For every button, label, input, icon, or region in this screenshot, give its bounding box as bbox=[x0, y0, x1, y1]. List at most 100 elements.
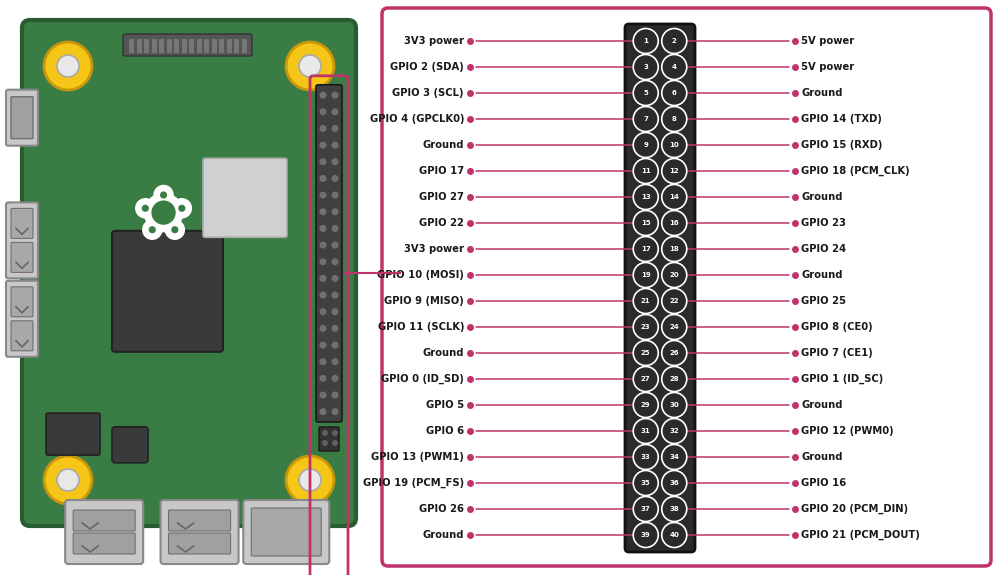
FancyBboxPatch shape bbox=[73, 510, 135, 531]
Circle shape bbox=[320, 242, 326, 248]
Text: 3: 3 bbox=[643, 64, 648, 70]
Text: GPIO 7 (CE1): GPIO 7 (CE1) bbox=[801, 348, 873, 358]
Text: GPIO 19 (PCM_FS): GPIO 19 (PCM_FS) bbox=[363, 478, 464, 488]
Bar bbox=[136, 39, 142, 53]
Text: 27: 27 bbox=[641, 376, 651, 382]
Circle shape bbox=[662, 185, 687, 209]
Circle shape bbox=[633, 263, 658, 288]
Circle shape bbox=[662, 236, 687, 262]
Circle shape bbox=[332, 292, 338, 298]
Text: 1: 1 bbox=[643, 38, 648, 44]
Circle shape bbox=[332, 258, 338, 265]
Circle shape bbox=[320, 91, 326, 99]
Bar bbox=[174, 39, 179, 53]
Text: 4: 4 bbox=[672, 64, 677, 70]
Circle shape bbox=[332, 375, 338, 382]
FancyBboxPatch shape bbox=[11, 97, 33, 139]
FancyBboxPatch shape bbox=[11, 243, 33, 273]
Circle shape bbox=[662, 289, 687, 313]
Circle shape bbox=[633, 366, 658, 392]
Circle shape bbox=[320, 358, 326, 365]
Circle shape bbox=[320, 125, 326, 132]
Text: 9: 9 bbox=[643, 142, 648, 148]
Circle shape bbox=[633, 132, 658, 158]
Circle shape bbox=[299, 469, 321, 491]
Text: 28: 28 bbox=[669, 376, 679, 382]
Text: Ground: Ground bbox=[801, 270, 842, 280]
Circle shape bbox=[633, 106, 658, 132]
Circle shape bbox=[320, 392, 326, 398]
Text: 12: 12 bbox=[669, 168, 679, 174]
Circle shape bbox=[662, 419, 687, 443]
FancyBboxPatch shape bbox=[11, 321, 33, 351]
Text: 22: 22 bbox=[670, 298, 679, 304]
Bar bbox=[204, 39, 209, 53]
Text: Ground: Ground bbox=[422, 140, 464, 150]
Circle shape bbox=[633, 289, 658, 313]
Text: GPIO 5: GPIO 5 bbox=[426, 400, 464, 410]
Circle shape bbox=[332, 208, 338, 215]
Text: 33: 33 bbox=[641, 454, 651, 460]
FancyBboxPatch shape bbox=[6, 202, 38, 278]
FancyBboxPatch shape bbox=[316, 85, 342, 422]
FancyBboxPatch shape bbox=[73, 533, 135, 554]
Circle shape bbox=[320, 275, 326, 282]
Text: 18: 18 bbox=[669, 246, 679, 252]
Circle shape bbox=[299, 55, 321, 77]
Text: 25: 25 bbox=[641, 350, 650, 356]
Circle shape bbox=[662, 366, 687, 392]
Circle shape bbox=[633, 55, 658, 79]
Text: 29: 29 bbox=[641, 402, 651, 408]
Circle shape bbox=[332, 141, 338, 148]
Text: GPIO 10 (MOSI): GPIO 10 (MOSI) bbox=[377, 270, 464, 280]
Circle shape bbox=[320, 375, 326, 382]
Bar bbox=[162, 190, 165, 199]
Text: 13: 13 bbox=[641, 194, 651, 200]
Text: 11: 11 bbox=[641, 168, 651, 174]
Text: GPIO 3 (SCL): GPIO 3 (SCL) bbox=[392, 88, 464, 98]
Circle shape bbox=[633, 419, 658, 443]
FancyBboxPatch shape bbox=[22, 20, 356, 526]
Circle shape bbox=[332, 440, 338, 446]
Circle shape bbox=[320, 108, 326, 116]
Bar bbox=[242, 39, 246, 53]
Circle shape bbox=[332, 175, 338, 182]
Circle shape bbox=[633, 315, 658, 339]
FancyBboxPatch shape bbox=[251, 508, 321, 556]
Circle shape bbox=[662, 444, 687, 470]
Circle shape bbox=[662, 470, 687, 496]
Text: 32: 32 bbox=[669, 428, 679, 434]
Text: 21: 21 bbox=[641, 298, 651, 304]
FancyBboxPatch shape bbox=[319, 427, 339, 451]
Text: 23: 23 bbox=[641, 324, 651, 330]
FancyBboxPatch shape bbox=[625, 24, 695, 552]
Ellipse shape bbox=[155, 192, 161, 198]
Circle shape bbox=[286, 42, 334, 90]
Text: Ground: Ground bbox=[801, 400, 842, 410]
Text: 15: 15 bbox=[641, 220, 651, 226]
Circle shape bbox=[633, 340, 658, 366]
Text: 38: 38 bbox=[669, 506, 679, 512]
Text: 5: 5 bbox=[643, 90, 648, 96]
Text: 3V3 power: 3V3 power bbox=[404, 244, 464, 254]
Text: GPIO 4 (GPCLK0): GPIO 4 (GPCLK0) bbox=[370, 114, 464, 124]
Circle shape bbox=[178, 205, 185, 212]
Circle shape bbox=[320, 225, 326, 232]
Bar bbox=[212, 39, 216, 53]
Text: GPIO 0 (ID_SD): GPIO 0 (ID_SD) bbox=[381, 374, 464, 384]
Circle shape bbox=[332, 342, 338, 348]
Circle shape bbox=[332, 308, 338, 315]
Text: GPIO 16: GPIO 16 bbox=[801, 478, 846, 488]
Text: 6: 6 bbox=[672, 90, 677, 96]
Circle shape bbox=[57, 469, 79, 491]
Circle shape bbox=[142, 220, 163, 240]
Circle shape bbox=[160, 191, 167, 198]
Text: 16: 16 bbox=[669, 220, 679, 226]
Bar bbox=[196, 39, 202, 53]
Circle shape bbox=[662, 393, 687, 417]
Circle shape bbox=[332, 325, 338, 332]
Circle shape bbox=[332, 191, 338, 198]
Text: 10: 10 bbox=[669, 142, 679, 148]
Text: GPIO 14 (TXD): GPIO 14 (TXD) bbox=[801, 114, 882, 124]
Circle shape bbox=[320, 292, 326, 298]
